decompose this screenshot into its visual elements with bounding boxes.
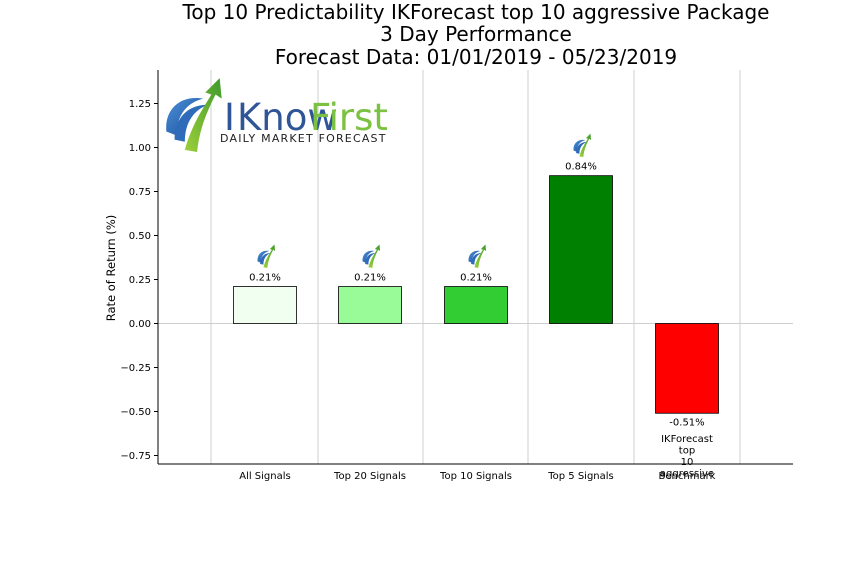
bar: [444, 286, 508, 324]
benchmark-note-line: aggressive: [660, 469, 714, 480]
bar: [233, 286, 297, 324]
y-axis-title: Rate of Return (%): [104, 215, 118, 321]
chart-title-line-2: 3 Day Performance: [380, 22, 572, 46]
bar: [338, 286, 402, 324]
bar-value-label: -0.51%: [669, 417, 704, 428]
x-tick-label: Top 5 Signals: [547, 471, 614, 482]
iknowfirst-logo: I Know First DAILY MARKET FORECAST: [166, 78, 388, 152]
y-tick-label: 0.75: [129, 187, 151, 198]
chart-title-line-3: Forecast Data: 01/01/2019 - 05/23/2019: [274, 45, 678, 69]
bar-value-label: 0.21%: [460, 273, 492, 284]
x-tick-label: Top 10 Signals: [439, 471, 512, 482]
y-tick-label: 0.25: [129, 275, 151, 286]
logo-tagline: DAILY MARKET FORECAST: [220, 132, 387, 145]
logo-mini-icon: [257, 244, 276, 268]
bar-value-label: 0.21%: [249, 273, 281, 284]
y-tick-label: 0.00: [129, 319, 151, 330]
logo-mini-icon: [468, 244, 487, 268]
bar-value-label: 0.21%: [354, 273, 386, 284]
logo-mini-icon: [573, 133, 592, 158]
x-tick-label: Top 20 Signals: [333, 471, 406, 482]
y-tick-label: −0.50: [120, 407, 151, 418]
logo-arrow-icon: [166, 78, 222, 152]
y-tick-label: 1.00: [129, 143, 151, 154]
bar: [549, 175, 613, 324]
y-tick-label: 1.25: [129, 99, 151, 110]
chart-title-line-1: Top 10 Predictability IKForecast top 10 …: [182, 0, 770, 24]
x-tick-label: All Signals: [239, 471, 291, 482]
logo-brand-know: Know: [237, 96, 338, 139]
logo-mini-icon: [362, 244, 381, 268]
benchmark-note-line: IKForecast: [661, 434, 713, 445]
x-tick-label: Benchmark: [659, 471, 716, 482]
y-tick-label: 0.50: [129, 231, 151, 242]
y-tick-label: −0.75: [120, 451, 151, 462]
bar-value-label: 0.84%: [565, 162, 597, 173]
bar: [655, 323, 719, 414]
logo-brand-first: First: [310, 96, 388, 139]
benchmark-note-line: top: [679, 446, 695, 457]
y-tick-label: −0.25: [120, 363, 151, 374]
logo-brand-i: I: [224, 96, 235, 139]
benchmark-note-line: 10: [681, 457, 694, 468]
